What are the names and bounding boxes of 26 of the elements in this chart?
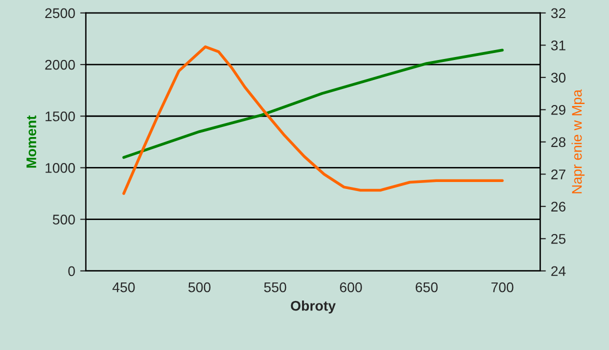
y2-axis-title: Napr enie w Mpa xyxy=(572,89,585,194)
y-tick-label: 2000 xyxy=(45,60,75,70)
x-tick-label: 650 xyxy=(416,282,438,292)
x-tick-label: 700 xyxy=(491,282,514,292)
y2-tick-label: 31 xyxy=(551,40,566,50)
y-tick-label: 1500 xyxy=(46,111,75,122)
x-tick-label: 450 xyxy=(112,282,135,292)
line-series xyxy=(122,45,504,195)
y2-tick-label: 29 xyxy=(551,105,566,115)
x-tick-label: 500 xyxy=(188,282,210,292)
y-tick-label: 2500 xyxy=(45,8,75,18)
x-tick-label: 600 xyxy=(340,282,362,292)
line-series xyxy=(122,48,504,159)
y-tick-label: 1000 xyxy=(46,163,75,173)
x-axis-title: Obroty xyxy=(290,300,336,314)
y-axis-title: Moment xyxy=(26,115,36,168)
y2-tick-label: 28 xyxy=(551,137,566,148)
y2-tick-label: 30 xyxy=(551,72,566,83)
y2-tick-label: 27 xyxy=(551,170,566,180)
y2-tick-label: 26 xyxy=(551,202,566,212)
x-tick-label: 550 xyxy=(264,282,286,292)
y2-tick-label: 32 xyxy=(551,8,566,18)
y-tick-label: 500 xyxy=(52,214,75,224)
y2-tick-label: 25 xyxy=(551,234,566,244)
y-tick-label: 0 xyxy=(68,266,75,276)
y2-tick-label: 24 xyxy=(551,266,566,276)
